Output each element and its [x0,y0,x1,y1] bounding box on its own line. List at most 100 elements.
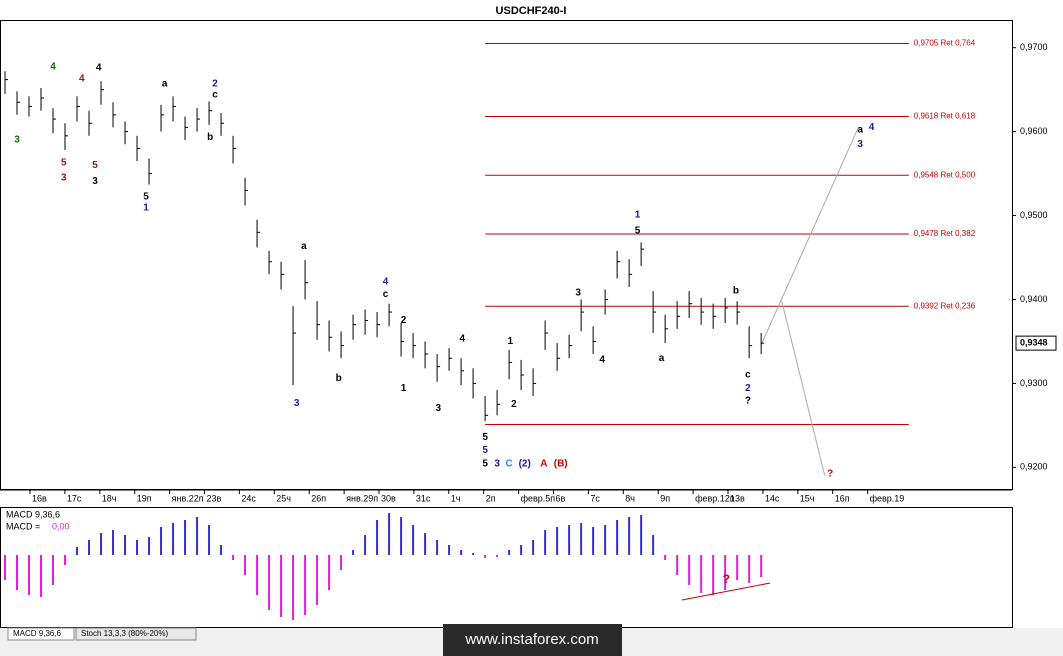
wave-label: 4 [79,73,85,84]
x-tick-label: февр.19 [870,493,905,503]
y-tick-label: 0,9200 [1020,462,1048,472]
x-tick-label: 18ч [102,493,117,503]
wave-label: c [745,370,751,381]
wave-label: 3 [92,176,98,187]
x-tick-label: 2п [486,493,496,503]
wave-label: 1 [143,203,149,214]
wave-label: 3 [494,459,500,470]
fib-label: 0,9548 Ret 0,500 [914,170,976,179]
wave-label: 3 [857,139,863,150]
wave-label: (2) [519,459,531,470]
tab-label: Stoch 13,3,3 (80%-20%) [81,629,168,638]
y-tick-label: 0,9400 [1020,294,1048,304]
fib-label: 0,9705 Ret 0,764 [914,39,976,48]
x-tick-label: 16в [32,493,47,503]
x-tick-label: 15ч [800,493,815,503]
wave-label: 5 [482,445,488,456]
tab[interactable] [75,627,197,641]
x-tick-label: 7c [590,493,600,503]
banner-bg [443,624,622,656]
y-tick-label: 0,9700 [1020,42,1048,52]
wave-label: 5 [92,160,98,171]
last-price-box [1015,335,1057,351]
wave-label: a [659,353,665,364]
x-tick-label: 25ч [276,493,291,503]
wave-label: 5 [635,225,641,236]
x-tick-label: 23в [207,493,222,503]
macd-value: 0,00 [52,521,70,531]
wave-label: 5 [143,192,149,203]
forecast-line [781,300,826,476]
x-tick-label: 8ч [625,493,635,503]
wave-label: 3 [14,135,20,146]
wave-label: (B) [554,459,568,470]
macd-note: ? [723,572,730,586]
x-tick-label: 31c [416,493,431,503]
wave-label: C [505,459,512,470]
wave-label: ? [745,396,751,407]
x-tick-label: февр.12п [695,493,735,503]
x-tick-label: 19п [137,493,152,503]
x-tick-label: янв.29п [346,493,378,503]
wave-label: b [336,373,342,384]
wave-label: a [301,241,307,252]
wave-label: 4 [383,276,389,287]
wave-label: 4 [96,62,102,73]
y-tick-label: 0,9300 [1020,378,1048,388]
wave-label: A [540,459,547,470]
wave-label: b [733,286,739,297]
x-tick-label: 1ч [451,493,461,503]
wave-label: 1 [635,209,641,220]
x-tick-label: 30в [381,493,396,503]
wave-label: 5 [61,157,67,168]
wave-label: b [207,132,213,143]
fib-label: 0,9478 Ret 0,382 [914,229,976,238]
wave-label: 4 [599,355,605,366]
banner: www.instaforex.com [464,631,598,648]
wave-label: ? [827,469,833,480]
x-tick-label: янв.22п [172,493,204,503]
wave-label: 5 [482,459,488,470]
wave-label: 5 [482,432,488,443]
wave-label: 3 [61,172,67,183]
y-tick-label: 0,9500 [1020,210,1048,220]
macd-title: MACD 9,36,6 [6,509,60,519]
wave-label: 4 [50,62,56,73]
x-tick-label: 9п [660,493,670,503]
wave-label: 1 [508,336,514,347]
wave-label: 1 [401,383,407,394]
x-tick-label: 17c [67,493,82,503]
forecast-line [760,127,859,346]
wave-label: 3 [436,403,442,414]
wave-label: 3 [575,287,581,298]
last-price-label: 0,9348 [1020,338,1048,348]
macd-trend [681,582,771,601]
tab[interactable] [7,627,75,641]
x-tick-label: 24c [241,493,256,503]
wave-label: c [212,89,218,100]
x-tick-label: 6в [556,493,566,503]
wave-label: 3 [294,398,300,409]
wave-label: 4 [869,122,875,133]
x-tick-label: 13в [730,493,745,503]
x-tick-label: 16п [835,493,850,503]
x-tick-label: февр.5п [521,493,556,503]
wave-label: 2 [212,78,218,89]
chart-title: USDCHF240-I [496,5,567,17]
fib-label: 0,9618 Ret 0,618 [914,112,976,121]
wave-label: c [383,289,389,300]
x-tick-label: 14c [765,493,780,503]
wave-label: 2 [511,399,517,410]
wave-label: 2 [401,315,407,326]
wave-label: 4 [460,334,466,345]
wave-label: a [162,78,168,89]
fib-label: 0,9392 Ret 0,236 [914,301,976,310]
y-tick-label: 0,9600 [1020,126,1048,136]
wave-label: a [857,125,863,136]
wave-label: 2 [745,383,751,394]
x-tick-label: 26п [311,493,326,503]
tab-label: MACD 9,36,6 [13,629,62,638]
macd-value-label: MACD = [6,521,40,531]
